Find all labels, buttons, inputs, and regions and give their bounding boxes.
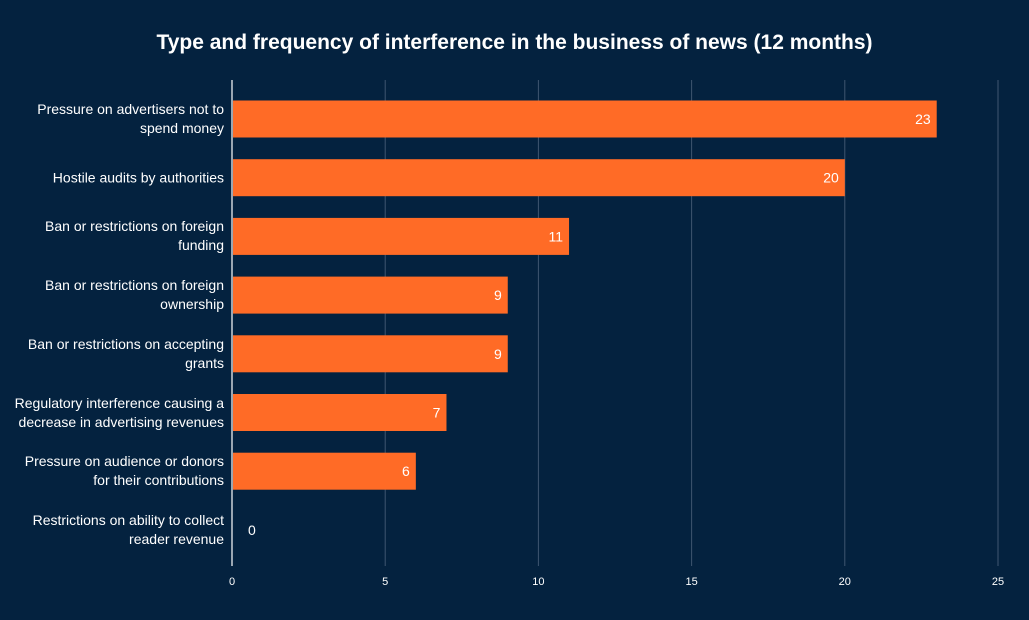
data-label: 6 [402,463,410,479]
x-tick-label: 5 [382,576,388,588]
x-tick-label: 20 [839,576,851,588]
bar [233,159,845,197]
bar [233,452,416,490]
bar [233,217,570,255]
category-label: Pressure on advertisers not to spend mon… [37,101,224,136]
category-label: Restrictions on ability to collect reade… [32,511,224,547]
bar [233,394,447,431]
bar [233,100,937,138]
data-label: 11 [548,228,563,244]
x-tick-label: 10 [532,576,544,588]
data-label: 0 [248,522,256,538]
category-label: Ban or restrictions on foreign ownership [45,277,224,313]
x-tick-label: 15 [685,576,697,588]
data-label: 7 [433,405,441,421]
x-tick-label: 0 [229,576,235,588]
category-label: Ban or restrictions on foreign funding [45,218,224,254]
x-tick-label: 25 [992,576,1004,588]
bar [233,276,508,314]
chart-title: Type and frequency of interference in th… [156,31,873,54]
category-label: Hostile audits by authorities [52,169,224,186]
data-label: 9 [494,346,502,362]
data-label: 20 [823,170,839,186]
category-label: Regulatory interference causing a decrea… [14,394,224,430]
data-label: 9 [494,287,502,303]
data-label: 23 [915,111,931,127]
bar [233,335,508,373]
category-label: Ban or restrictions on accepting grants [27,335,224,371]
category-label: Pressure on audience or donors for their… [24,453,224,489]
